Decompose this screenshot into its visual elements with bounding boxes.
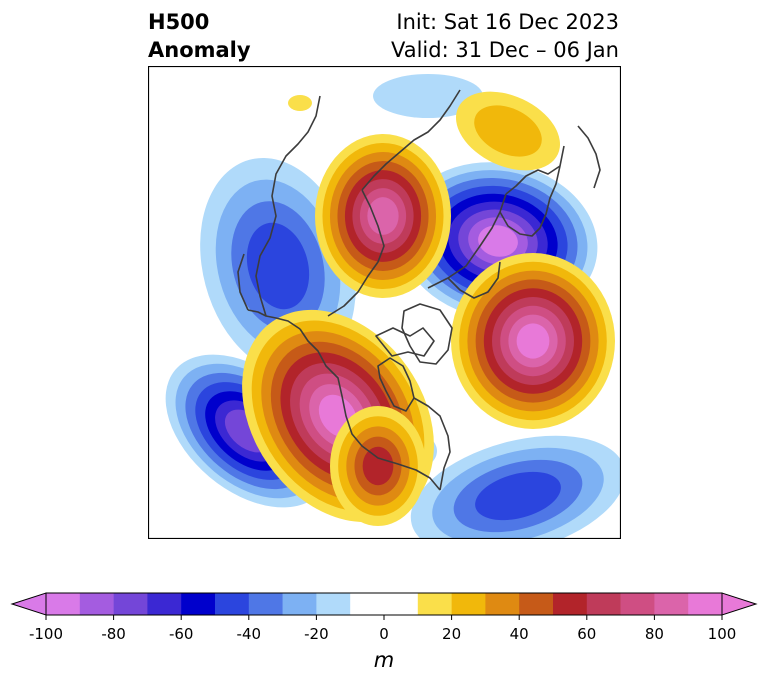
colorbar-segment — [350, 593, 385, 615]
anomaly-contours — [165, 74, 621, 539]
colorbar-tick-label: -80 — [101, 625, 126, 643]
colorbar-ticks: -100 -80 -60 -40 -20 0 20 40 60 80 100 — [29, 615, 736, 643]
contour-level — [475, 471, 561, 521]
contour-level — [362, 446, 394, 486]
colorbar-segment — [282, 593, 317, 615]
colorbar-label: m — [374, 648, 394, 672]
colorbar-tick-label: 80 — [645, 625, 664, 643]
coastline-central-asia — [361, 89, 461, 191]
coastline-alaska — [247, 309, 301, 330]
colorbar: -100 -80 -60 -40 -20 0 20 40 60 80 100 m — [10, 592, 758, 672]
init-date: Init: Sat 16 Dec 2023 — [396, 10, 619, 34]
colorbar-segment — [113, 593, 148, 615]
trough-top — [373, 74, 483, 118]
colorbar-segment — [485, 593, 520, 615]
colorbar-segment — [316, 593, 351, 615]
coastline-north-america-west — [299, 328, 441, 491]
colorbar-tick-label: 40 — [510, 625, 529, 643]
coastline-arctic-islands — [375, 327, 435, 357]
colorbar-segment — [620, 593, 655, 615]
colorbar-tick-label: 0 — [379, 625, 389, 643]
colorbar-tick-label: 100 — [708, 625, 737, 643]
colorbar-segment — [451, 593, 486, 615]
colorbar-segment — [688, 593, 723, 615]
colorbar-extend-max — [721, 592, 758, 616]
trough-north-atlantic — [410, 435, 621, 539]
contour-level — [373, 74, 483, 118]
map-frame — [148, 66, 621, 539]
colorbar-segment — [215, 593, 250, 615]
colorbar-tick-label: 20 — [442, 625, 461, 643]
map-title: H500 Anomaly — [148, 8, 251, 64]
ridge-east-asia — [315, 134, 451, 298]
contour-level — [288, 95, 312, 111]
colorbar-segment — [79, 593, 114, 615]
coastline-siberia — [327, 189, 385, 317]
colorbar-tick-label: -100 — [29, 625, 63, 643]
colorbar-segment — [586, 593, 621, 615]
colorbar-tick-label: -20 — [304, 625, 329, 643]
colorbar-segment — [248, 593, 283, 615]
colorbar-segments — [10, 592, 758, 616]
colorbar-extend-min — [10, 592, 47, 616]
contour-level — [516, 323, 550, 359]
coastlines — [237, 89, 601, 491]
ridge-north-atlantic — [451, 253, 615, 429]
coastline-hudson-bay — [377, 357, 415, 412]
colorbar-segment — [654, 593, 689, 615]
colorbar-segment — [553, 593, 588, 615]
coastline-europe-south — [499, 145, 565, 237]
coastline-arabia — [577, 125, 601, 189]
coastline-canada-east — [413, 397, 451, 491]
title-variable: H500 — [148, 10, 210, 34]
map-dates: Init: Sat 16 Dec 2023 Valid: 31 Dec – 06… — [391, 8, 619, 64]
colorbar-segment — [519, 593, 554, 615]
coastline-japan — [237, 253, 249, 311]
contour-level — [367, 197, 399, 235]
ridge-siberia-north — [456, 91, 560, 171]
coastline-scandinavia — [447, 261, 501, 299]
contour-level — [246, 222, 310, 310]
ridge-small-top — [288, 95, 312, 111]
colorbar-segment — [181, 593, 216, 615]
contour-level — [474, 105, 542, 157]
anomaly-map — [148, 66, 621, 539]
title-type: Anomaly — [148, 38, 251, 62]
colorbar-segment — [46, 593, 81, 615]
colorbar-segment — [417, 593, 452, 615]
coastline-mediterranean — [505, 165, 561, 195]
coastline-greenland — [401, 303, 453, 365]
colorbar-tick-label: 60 — [577, 625, 596, 643]
colorbar-segment — [147, 593, 182, 615]
colorbar-tick-label: -40 — [237, 625, 262, 643]
colorbar-segment — [384, 593, 419, 615]
colorbar-tick-label: -60 — [169, 625, 194, 643]
valid-period: Valid: 31 Dec – 06 Jan — [390, 38, 619, 62]
ridge-southeast-us — [330, 406, 426, 526]
coastline-east-asia — [255, 95, 321, 317]
